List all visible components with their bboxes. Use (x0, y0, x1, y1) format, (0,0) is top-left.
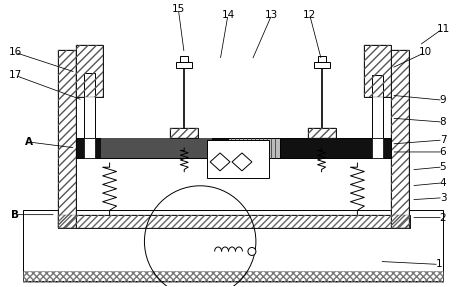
Bar (364, 45, 391, 97)
Polygon shape (232, 153, 252, 171)
Text: 1: 1 (436, 259, 442, 269)
Bar (23, 272, 443, 282)
Bar (170, 128, 198, 138)
Bar (23, 210, 443, 281)
Bar (372, 138, 383, 158)
Text: 9: 9 (439, 95, 446, 105)
Bar (318, 57, 325, 62)
Text: A: A (25, 137, 33, 147)
Polygon shape (210, 153, 230, 171)
Text: 7: 7 (439, 135, 446, 145)
Bar (364, 45, 391, 97)
Bar (58, 215, 410, 228)
Text: 6: 6 (439, 147, 446, 157)
Text: 8: 8 (439, 117, 446, 127)
Bar (391, 51, 409, 228)
Bar (176, 62, 192, 68)
Bar (76, 45, 103, 97)
Text: 14: 14 (221, 10, 234, 20)
Bar (391, 51, 409, 228)
Text: 11: 11 (436, 24, 450, 34)
Text: 3: 3 (439, 193, 446, 203)
Text: 2: 2 (439, 213, 446, 223)
Text: 10: 10 (418, 47, 432, 57)
Text: B: B (11, 210, 19, 220)
Bar (76, 45, 103, 97)
Bar (58, 51, 76, 228)
Bar (170, 128, 198, 138)
Bar (207, 140, 269, 178)
Bar (228, 138, 280, 158)
Circle shape (248, 247, 256, 255)
Text: 4: 4 (439, 178, 446, 188)
Text: 16: 16 (8, 47, 21, 57)
Text: 12: 12 (303, 10, 316, 20)
Text: 5: 5 (439, 162, 446, 172)
Bar (308, 128, 335, 138)
Bar (372, 75, 383, 153)
Bar (314, 62, 330, 68)
Bar (84, 73, 95, 153)
Bar (76, 138, 391, 158)
Bar (308, 128, 335, 138)
Bar (58, 215, 410, 228)
Text: 17: 17 (8, 70, 21, 80)
Bar (180, 57, 188, 62)
Text: 13: 13 (265, 10, 278, 20)
Bar (101, 138, 212, 158)
Text: 15: 15 (172, 4, 185, 14)
Bar (84, 138, 95, 158)
Bar (58, 51, 76, 228)
